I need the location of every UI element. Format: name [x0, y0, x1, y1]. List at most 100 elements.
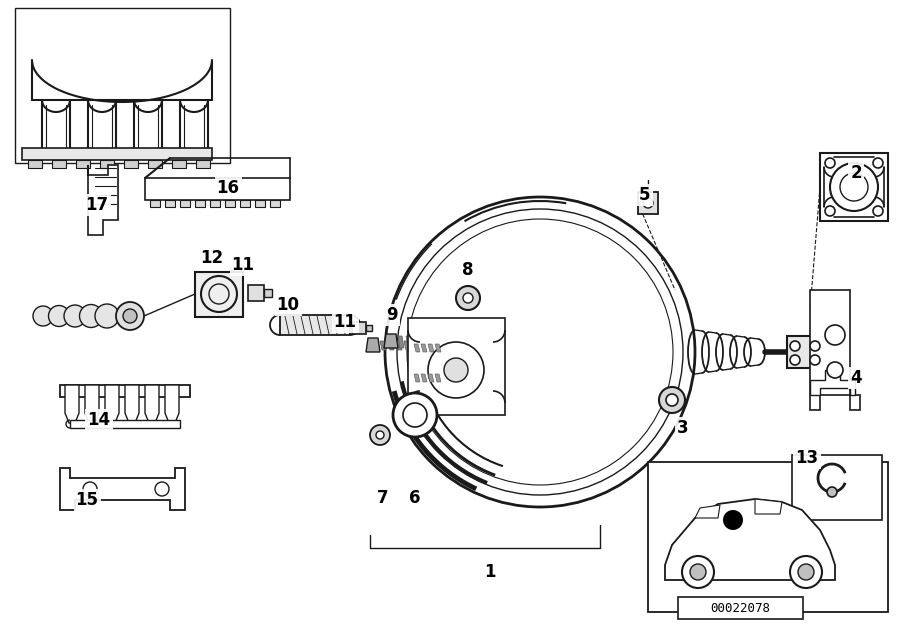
Polygon shape — [88, 165, 118, 235]
Circle shape — [64, 305, 86, 327]
Circle shape — [830, 163, 878, 211]
Circle shape — [370, 425, 390, 445]
Bar — [280, 315, 350, 335]
Text: 11: 11 — [334, 313, 356, 331]
Circle shape — [79, 305, 103, 328]
Bar — [100, 160, 114, 168]
Bar — [240, 200, 250, 207]
Circle shape — [810, 341, 820, 351]
Bar — [638, 192, 658, 214]
Circle shape — [790, 556, 822, 588]
Text: 5: 5 — [639, 186, 651, 204]
Circle shape — [723, 510, 743, 530]
Text: 15: 15 — [76, 491, 98, 509]
Circle shape — [376, 431, 384, 439]
Polygon shape — [755, 499, 782, 514]
Bar — [150, 200, 160, 207]
Polygon shape — [65, 385, 79, 423]
Polygon shape — [414, 344, 420, 352]
Text: 10: 10 — [276, 296, 300, 314]
Bar — [248, 285, 264, 301]
Circle shape — [827, 487, 837, 497]
Circle shape — [790, 341, 800, 351]
Bar — [60, 385, 190, 397]
Bar — [52, 160, 66, 168]
Polygon shape — [165, 385, 179, 423]
Circle shape — [456, 286, 480, 310]
Bar — [195, 200, 205, 207]
Circle shape — [690, 564, 706, 580]
Polygon shape — [125, 385, 139, 423]
Text: 4: 4 — [850, 369, 862, 387]
Polygon shape — [60, 468, 185, 510]
Bar — [270, 200, 280, 207]
Bar — [180, 200, 190, 207]
Bar — [22, 148, 212, 160]
Text: 7: 7 — [377, 489, 389, 507]
Text: 00022078: 00022078 — [710, 601, 770, 615]
Bar — [678, 597, 803, 619]
Polygon shape — [380, 341, 386, 350]
Circle shape — [810, 355, 820, 365]
Circle shape — [116, 302, 144, 330]
Circle shape — [83, 482, 97, 496]
Circle shape — [659, 387, 685, 413]
Polygon shape — [435, 344, 441, 352]
Polygon shape — [810, 290, 860, 410]
Text: 3: 3 — [677, 419, 688, 437]
Polygon shape — [421, 374, 427, 382]
Circle shape — [49, 305, 69, 326]
Circle shape — [825, 325, 845, 345]
Bar — [366, 325, 372, 331]
Circle shape — [403, 403, 427, 427]
Circle shape — [385, 197, 695, 507]
Polygon shape — [428, 374, 434, 382]
Text: 11: 11 — [231, 256, 255, 274]
Text: 2: 2 — [850, 164, 862, 182]
Circle shape — [463, 293, 473, 303]
Text: 9: 9 — [386, 306, 398, 324]
Polygon shape — [421, 344, 427, 352]
Polygon shape — [388, 341, 394, 350]
Polygon shape — [406, 336, 412, 348]
Bar — [70, 420, 180, 428]
Text: 8: 8 — [463, 261, 473, 279]
Polygon shape — [105, 385, 119, 423]
Circle shape — [397, 209, 683, 495]
Polygon shape — [396, 341, 402, 350]
Bar — [172, 160, 186, 168]
Bar — [148, 160, 162, 168]
Circle shape — [666, 394, 678, 406]
Bar — [787, 336, 822, 368]
Bar — [124, 160, 138, 168]
Bar — [76, 160, 90, 168]
Circle shape — [428, 342, 484, 398]
Polygon shape — [145, 385, 159, 423]
Circle shape — [123, 309, 137, 323]
Circle shape — [407, 219, 673, 485]
Text: 14: 14 — [87, 411, 111, 429]
Text: 13: 13 — [796, 449, 819, 467]
Circle shape — [155, 482, 169, 496]
Polygon shape — [428, 344, 434, 352]
Polygon shape — [390, 336, 396, 348]
Circle shape — [682, 556, 714, 588]
Bar — [792, 455, 882, 520]
Circle shape — [825, 206, 835, 216]
Circle shape — [95, 304, 119, 328]
Bar — [195, 272, 243, 317]
Text: 12: 12 — [201, 249, 223, 267]
Circle shape — [873, 158, 883, 168]
Bar — [820, 153, 888, 221]
Circle shape — [825, 158, 835, 168]
Polygon shape — [412, 341, 418, 350]
Bar — [145, 178, 290, 200]
Circle shape — [840, 173, 868, 201]
Polygon shape — [404, 341, 410, 350]
Bar — [648, 462, 888, 612]
Bar — [225, 200, 235, 207]
Circle shape — [643, 198, 653, 208]
Bar — [15, 8, 230, 163]
Polygon shape — [422, 336, 428, 348]
Polygon shape — [384, 334, 398, 348]
